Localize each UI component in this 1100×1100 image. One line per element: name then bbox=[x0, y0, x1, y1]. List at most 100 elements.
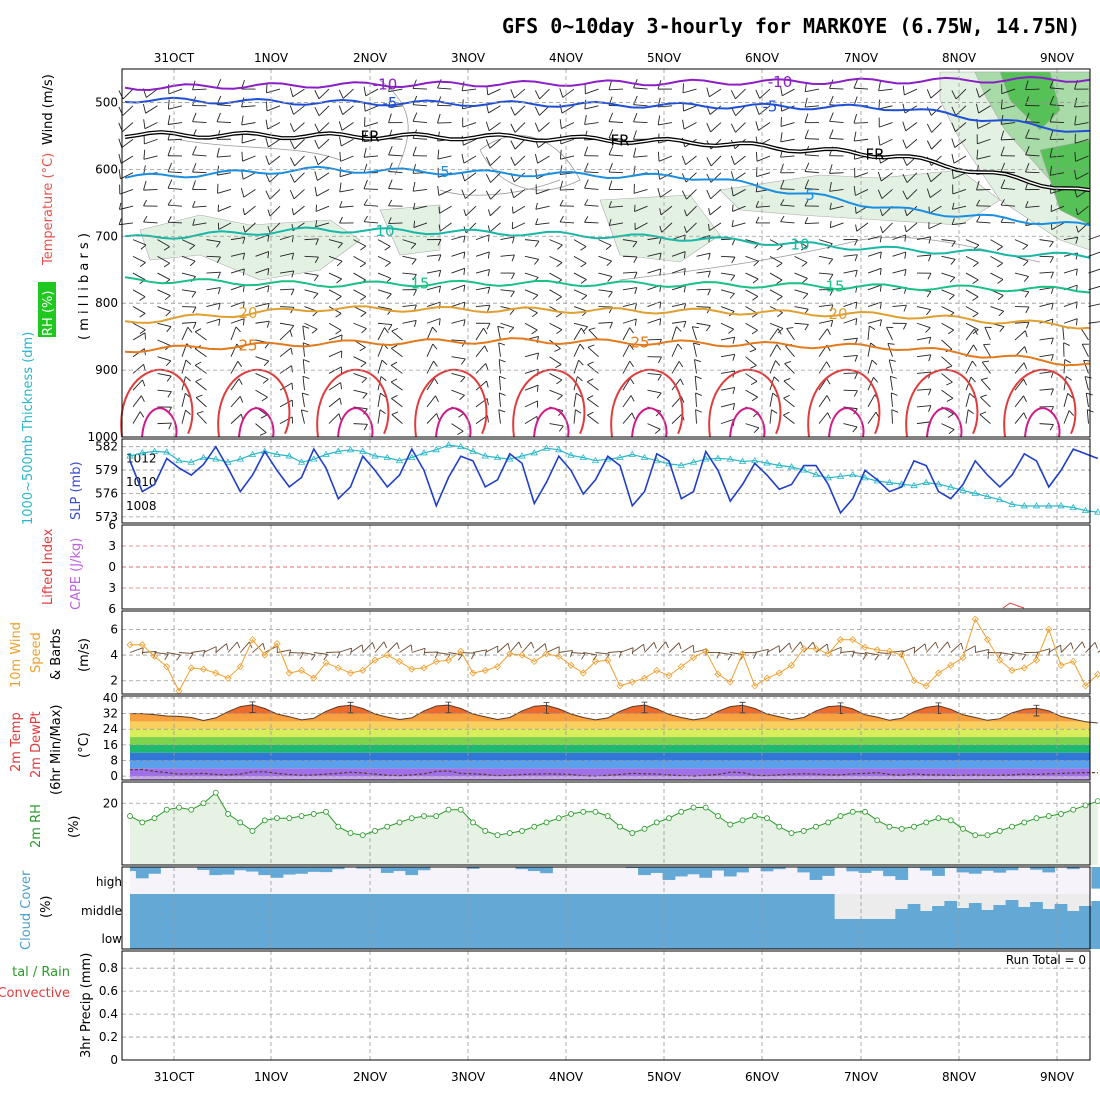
isotherm-35-arch bbox=[337, 407, 374, 438]
cloud-low-bar bbox=[160, 921, 174, 949]
upper-wind-barb-flag bbox=[971, 360, 977, 367]
upper-wind-barb bbox=[391, 414, 403, 424]
upper-wind-barb bbox=[132, 332, 146, 341]
upper-wind-barb bbox=[720, 272, 735, 276]
upper-wind-barb-flag bbox=[384, 262, 391, 267]
surface-wind-barb-flag bbox=[935, 641, 939, 649]
upper-wind-barb-flag bbox=[314, 186, 318, 197]
upper-wind-barb bbox=[990, 272, 1004, 280]
cloud-low-bar bbox=[1079, 921, 1092, 949]
upper-wind-barb-flag bbox=[559, 180, 564, 191]
upper-wind-barb bbox=[794, 289, 809, 295]
upper-wind-barb-flag bbox=[950, 259, 956, 265]
upper-wind-barb bbox=[1014, 321, 1029, 324]
thickness-point bbox=[885, 478, 894, 485]
upper-wind-barb bbox=[882, 222, 893, 234]
upper-wind-barb bbox=[916, 236, 931, 241]
date-label-bottom: 2NOV bbox=[353, 1070, 388, 1084]
upper-wind-barb-flag bbox=[413, 289, 417, 296]
slp-tick-label: 1010 bbox=[126, 475, 157, 489]
upper-wind-barb-flag bbox=[267, 226, 271, 233]
wind-speed-point bbox=[1081, 682, 1090, 690]
lifted-tick-label: 6 bbox=[108, 602, 116, 616]
wind-speed-point bbox=[457, 647, 465, 655]
upper-wind-barb-flag bbox=[363, 147, 367, 158]
upper-wind-barb bbox=[584, 122, 599, 125]
upper-wind-barb-flag bbox=[483, 327, 488, 335]
upper-wind-barb-flag bbox=[339, 216, 343, 224]
rh-point bbox=[739, 817, 746, 824]
upper-wind-barb bbox=[181, 393, 186, 407]
surface-wind-barb bbox=[975, 649, 990, 653]
upper-wind-barb bbox=[786, 328, 795, 341]
rh-point bbox=[898, 825, 905, 832]
upper-wind-barb-flag bbox=[339, 200, 343, 208]
wind-speed-point bbox=[261, 651, 269, 659]
upper-wind-barb bbox=[941, 306, 955, 314]
upper-wind-barb bbox=[634, 222, 648, 230]
thickness-point bbox=[983, 492, 992, 499]
upper-wind-barb-flag bbox=[512, 236, 515, 244]
upper-wind-barb bbox=[206, 255, 221, 258]
cloud-low-bar bbox=[515, 921, 529, 949]
upper-wind-barb-flag bbox=[706, 189, 712, 199]
upper-wind-barb-flag bbox=[1049, 165, 1052, 176]
upper-wind-barb-flag bbox=[363, 199, 368, 206]
upper-wind-barb bbox=[906, 205, 918, 217]
upper-wind-barb-flag bbox=[463, 285, 466, 292]
upper-wind-barb-flag bbox=[891, 409, 899, 413]
cloud-low-bar bbox=[1066, 921, 1080, 949]
upper-wind-barb-flag bbox=[461, 189, 466, 199]
wind-speed-point bbox=[738, 650, 747, 658]
upper-wind-barb bbox=[318, 88, 330, 100]
upper-wind-barb bbox=[622, 318, 637, 324]
upper-wind-barb bbox=[843, 337, 858, 341]
upper-wind-barb bbox=[573, 306, 588, 312]
upper-wind-barb bbox=[990, 255, 1003, 264]
upper-wind-barb-flag bbox=[240, 187, 245, 198]
upper-wind-barb-flag bbox=[510, 89, 515, 99]
upper-wind-barb bbox=[388, 188, 403, 190]
upper-wind-barb bbox=[230, 284, 245, 291]
upper-wind-barb bbox=[1063, 393, 1069, 408]
upper-wind-barb bbox=[301, 392, 305, 407]
upper-wind-barb bbox=[167, 221, 183, 224]
upper-wind-barb-flag bbox=[289, 330, 293, 337]
thickness-point bbox=[947, 483, 955, 490]
upper-wind-barb bbox=[217, 155, 232, 158]
cloud-low-bar bbox=[209, 921, 223, 949]
thickness-point bbox=[212, 455, 220, 462]
rh-point bbox=[592, 808, 599, 815]
upper-wind-barb-flag bbox=[587, 378, 594, 383]
upper-wind-barb-flag bbox=[267, 268, 270, 276]
upper-wind-barb-flag bbox=[315, 238, 319, 246]
upper-wind-barb-flag bbox=[580, 327, 586, 334]
upper-wind-barb bbox=[1000, 138, 1016, 141]
upper-wind-barb-flag bbox=[391, 344, 398, 349]
upper-wind-barb-flag bbox=[972, 262, 979, 267]
rh-point bbox=[1070, 806, 1077, 813]
surface-wind-barb bbox=[901, 646, 915, 653]
upper-wind-barb-flag bbox=[608, 180, 613, 190]
upper-wind-barb-flag bbox=[753, 427, 760, 433]
wind-speed-point bbox=[959, 654, 967, 662]
cloud-low-bar bbox=[760, 921, 774, 949]
upper-wind-barb-flag bbox=[786, 327, 794, 329]
upper-wind-barb-flag bbox=[242, 237, 246, 244]
cloud-low-bar bbox=[1005, 921, 1019, 949]
precip-axis-titles: tal / Rain Convective 3hr Precip (mm) Ru… bbox=[0, 953, 1086, 1058]
surface-wind-barb bbox=[546, 646, 560, 653]
surface-wind-barb-flag bbox=[924, 643, 927, 651]
rh-point bbox=[849, 808, 856, 815]
upper-wind-barb bbox=[769, 289, 783, 297]
upper-wind-barb bbox=[731, 222, 746, 228]
cloud-middle-bar bbox=[1054, 904, 1068, 921]
upper-wind-barb bbox=[451, 251, 465, 257]
rh-point bbox=[666, 815, 672, 822]
upper-wind-barb bbox=[1088, 251, 1100, 257]
surface-wind-barb bbox=[423, 651, 439, 653]
upper-wind-barb bbox=[965, 306, 979, 314]
wind-speed-point bbox=[1020, 664, 1028, 672]
upper-wind-barb-flag bbox=[556, 262, 563, 267]
upper-wind-barb-flag bbox=[683, 285, 686, 293]
